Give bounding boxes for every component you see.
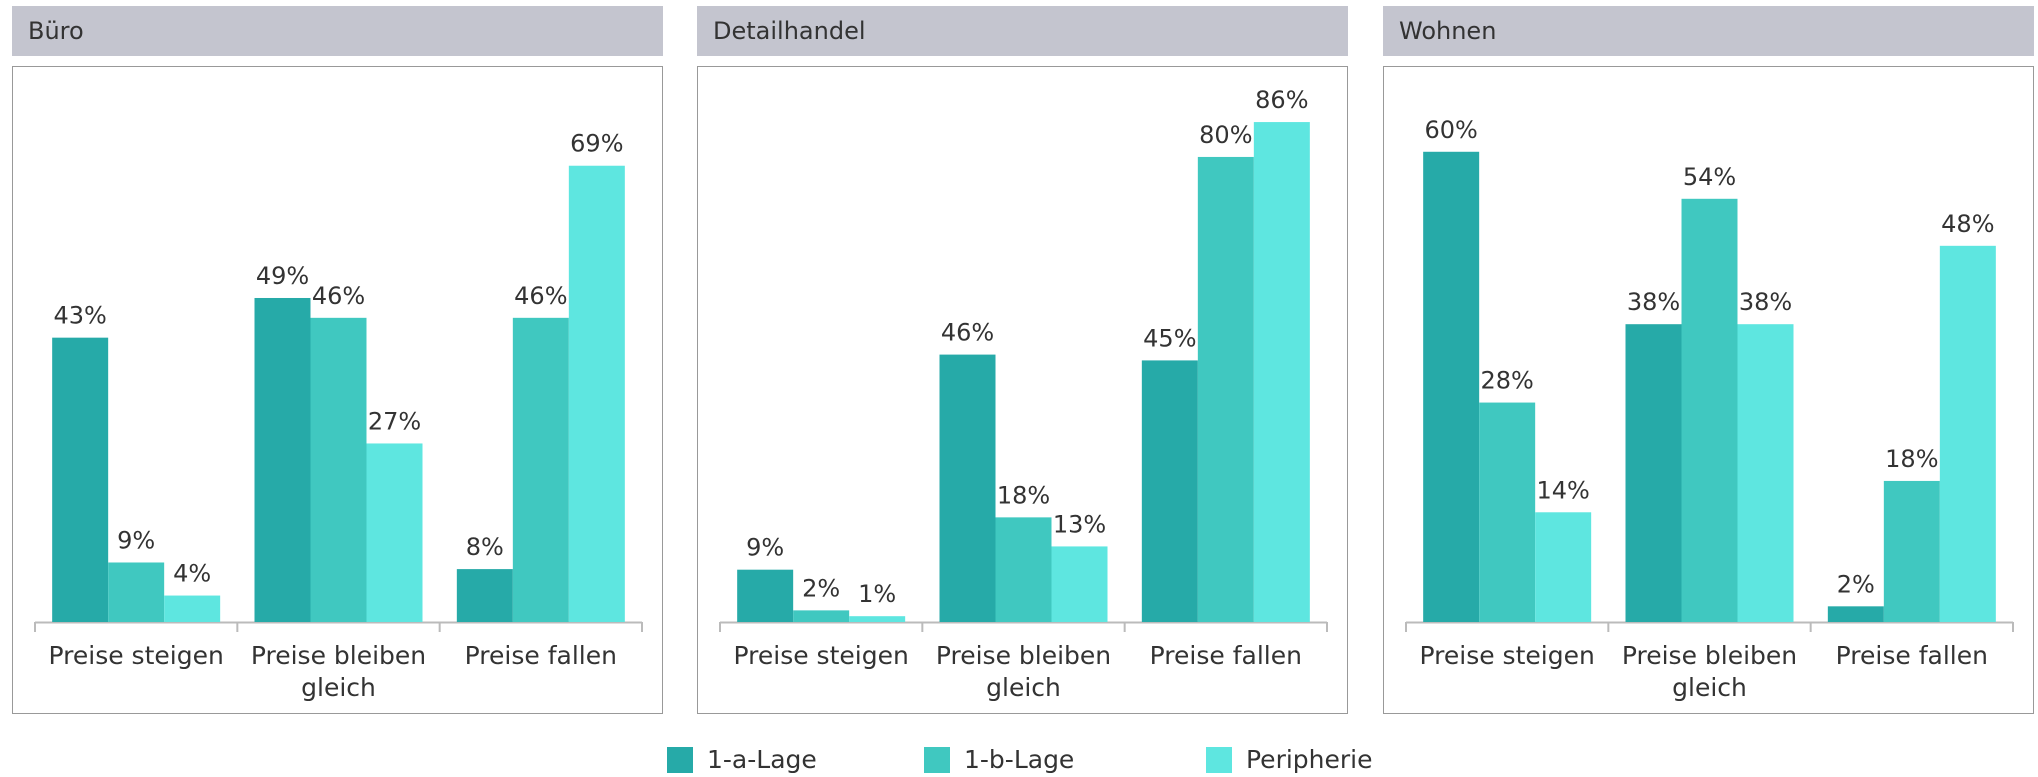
legend-label: 1-b-Lage bbox=[964, 745, 1075, 774]
bar bbox=[1827, 606, 1884, 622]
panel-title: Detailhandel bbox=[697, 6, 1348, 56]
bar bbox=[793, 610, 850, 622]
legend-swatch bbox=[924, 747, 950, 773]
bar bbox=[1535, 512, 1592, 622]
bar bbox=[849, 616, 906, 622]
data-label: 28% bbox=[1480, 367, 1533, 395]
bar bbox=[1141, 360, 1198, 622]
data-label: 4% bbox=[173, 560, 211, 588]
bar bbox=[1737, 324, 1794, 622]
x-tick-label: Preise fallen bbox=[464, 641, 617, 670]
data-label: 86% bbox=[1255, 86, 1308, 114]
chart: 60% 28% 14% 38% 54% 38% 2% 18% 48% bbox=[1405, 116, 2014, 632]
bar bbox=[1681, 198, 1738, 623]
bar bbox=[108, 562, 165, 622]
x-tick-label: Preise bleiben gleich bbox=[250, 641, 427, 702]
bar bbox=[1423, 151, 1480, 622]
legend-swatch bbox=[667, 747, 693, 773]
data-label: 45% bbox=[1143, 324, 1196, 352]
x-tick-label: Preise bleiben gleich bbox=[1621, 641, 1798, 702]
data-label: 9% bbox=[117, 526, 155, 554]
data-label: 1% bbox=[858, 580, 896, 608]
x-tick-label: Preise steigen bbox=[48, 641, 224, 670]
data-label: 48% bbox=[1941, 210, 1994, 238]
bar bbox=[1883, 480, 1940, 622]
legend-label: 1-a-Lage bbox=[707, 745, 817, 774]
data-label: 46% bbox=[514, 282, 567, 310]
data-label: 80% bbox=[1199, 121, 1252, 149]
data-label: 43% bbox=[53, 302, 106, 330]
data-label: 38% bbox=[1627, 288, 1680, 316]
bar bbox=[366, 443, 423, 622]
bar bbox=[512, 317, 569, 622]
data-label: 2% bbox=[1837, 570, 1875, 598]
data-label: 18% bbox=[1885, 445, 1938, 473]
data-label: 54% bbox=[1683, 163, 1736, 191]
data-label: 60% bbox=[1424, 116, 1477, 144]
bar bbox=[568, 165, 625, 623]
bar bbox=[164, 595, 221, 622]
bar bbox=[737, 569, 794, 622]
bar bbox=[52, 337, 109, 622]
data-label: 49% bbox=[256, 262, 309, 290]
bar bbox=[1939, 245, 1996, 623]
bar bbox=[254, 297, 311, 622]
panel: 60% 28% 14% 38% 54% 38% 2% 18% 48% Preise steigen… bbox=[1383, 66, 2034, 714]
data-label: 9% bbox=[746, 534, 784, 562]
bar bbox=[310, 317, 367, 622]
chart: 43%9%4%49%46%27%8%46%69% bbox=[34, 130, 643, 632]
bar bbox=[456, 569, 513, 622]
data-label: 27% bbox=[368, 407, 421, 435]
panel-title: Büro bbox=[12, 6, 663, 56]
data-label: 38% bbox=[1739, 288, 1792, 316]
bar bbox=[939, 354, 996, 622]
legend-swatch bbox=[1206, 747, 1232, 773]
data-label: 46% bbox=[941, 319, 994, 347]
data-label: 13% bbox=[1053, 510, 1106, 538]
bar bbox=[1051, 546, 1108, 622]
legend-label: Peripherie bbox=[1246, 745, 1373, 774]
bar bbox=[1625, 324, 1682, 622]
bar bbox=[1479, 402, 1536, 622]
data-label: 18% bbox=[997, 481, 1050, 509]
x-tick-label: Preise steigen bbox=[1419, 641, 1595, 670]
bar bbox=[995, 517, 1052, 622]
panel: 9% 2% 1% 46% 18% 13% 45% 80% 86% Preise steigen Pr… bbox=[697, 66, 1348, 714]
data-label: 2% bbox=[802, 574, 840, 602]
data-label: 69% bbox=[570, 130, 623, 158]
panel: 43% 9% 4% 49% 46% 27% 8% 46% 69% Preise steigen Pr… bbox=[12, 66, 663, 714]
data-label: 8% bbox=[466, 533, 504, 561]
x-tick-label: Preise fallen bbox=[1835, 641, 1988, 670]
x-tick-label: Preise fallen bbox=[1149, 641, 1302, 670]
chart: 9% 2% 1% 46% 18%13% 45% 80%86% bbox=[719, 86, 1328, 632]
x-tick-label: Preise bleiben gleich bbox=[935, 641, 1112, 702]
data-label: 46% bbox=[312, 282, 365, 310]
panel-title: Wohnen bbox=[1383, 6, 2034, 56]
x-tick-label: Preise steigen bbox=[733, 641, 909, 670]
bar bbox=[1253, 122, 1310, 623]
data-label: 14% bbox=[1536, 476, 1589, 504]
bar bbox=[1197, 156, 1254, 622]
